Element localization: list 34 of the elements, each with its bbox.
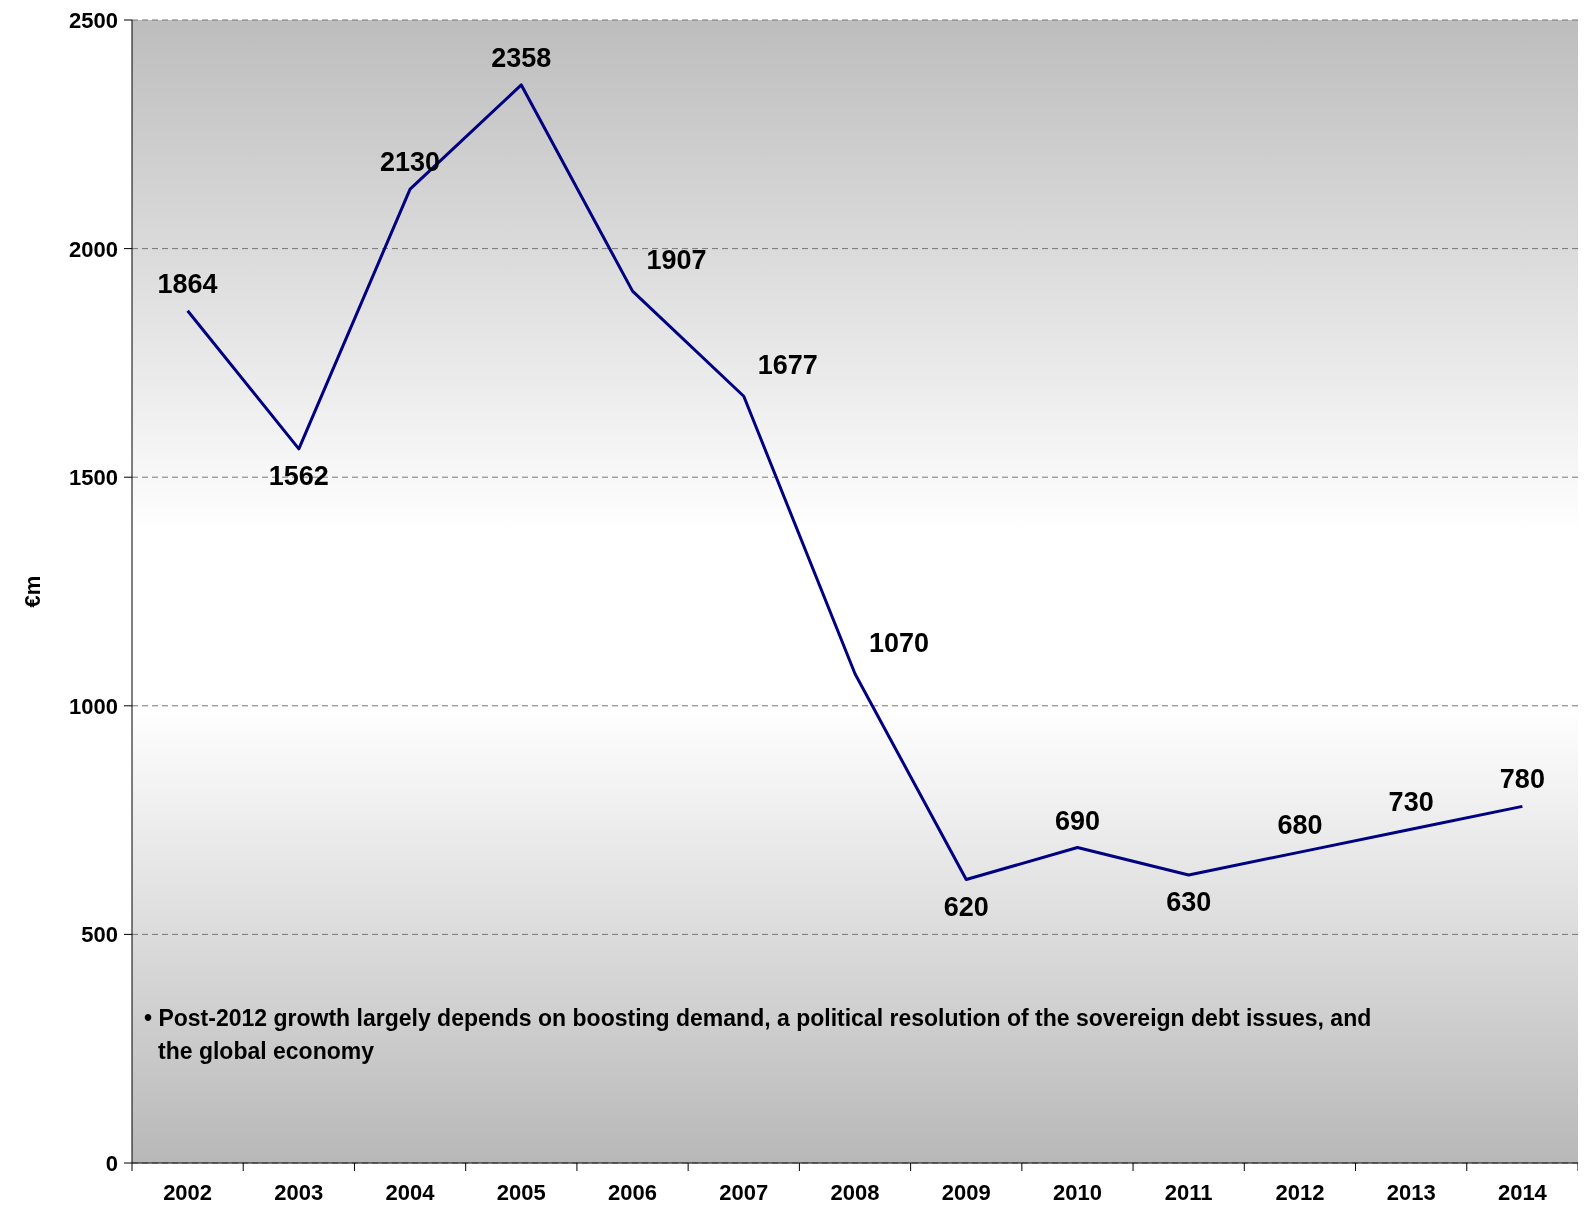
- x-tick-label: 2010: [1052, 1180, 1102, 1205]
- x-tick-label: 2011: [1164, 1180, 1213, 1205]
- y-tick-label: 1500: [69, 465, 118, 491]
- data-label: 780: [1499, 764, 1545, 795]
- data-label: 680: [1277, 810, 1323, 841]
- data-label: 1562: [268, 460, 329, 491]
- data-label: 1907: [646, 245, 707, 276]
- data-label: 1864: [157, 268, 218, 299]
- y-tick-label: 1000: [69, 693, 118, 719]
- y-tick-label: 500: [81, 922, 118, 948]
- data-label: 2358: [491, 42, 552, 73]
- x-tick-label: 2008: [830, 1180, 880, 1205]
- x-tick-label: 2009: [941, 1180, 991, 1205]
- x-tick-label: 2007: [719, 1180, 769, 1205]
- x-tick-label: 2006: [608, 1180, 658, 1205]
- x-tick-label: 2002: [163, 1180, 213, 1205]
- x-tick-label: 2013: [1386, 1180, 1436, 1205]
- x-tick-label: 2003: [274, 1180, 324, 1205]
- annotation: • Post-2012 growth largely depends on boosting demand, a political resolution of the sovereign debt issues, and the global economy: [144, 1004, 1372, 1064]
- y-tick-label: 2000: [69, 236, 118, 262]
- y-axis-title: €m: [20, 575, 45, 608]
- data-label: 630: [1166, 886, 1212, 917]
- data-label: 620: [943, 891, 989, 922]
- x-tick-label: 2014: [1497, 1180, 1548, 1205]
- y-tick-label: 2500: [69, 8, 118, 33]
- data-label: 2130: [380, 147, 441, 178]
- x-tick-label: 2004: [385, 1180, 436, 1205]
- x-tick-label: 2012: [1275, 1180, 1325, 1205]
- data-label: 1677: [757, 350, 818, 381]
- data-label: 1070: [869, 627, 930, 658]
- y-tick-label: 0: [105, 1151, 118, 1176]
- data-label: 730: [1388, 787, 1434, 818]
- data-label: 690: [1054, 805, 1100, 836]
- x-tick-label: 2005: [496, 1180, 546, 1205]
